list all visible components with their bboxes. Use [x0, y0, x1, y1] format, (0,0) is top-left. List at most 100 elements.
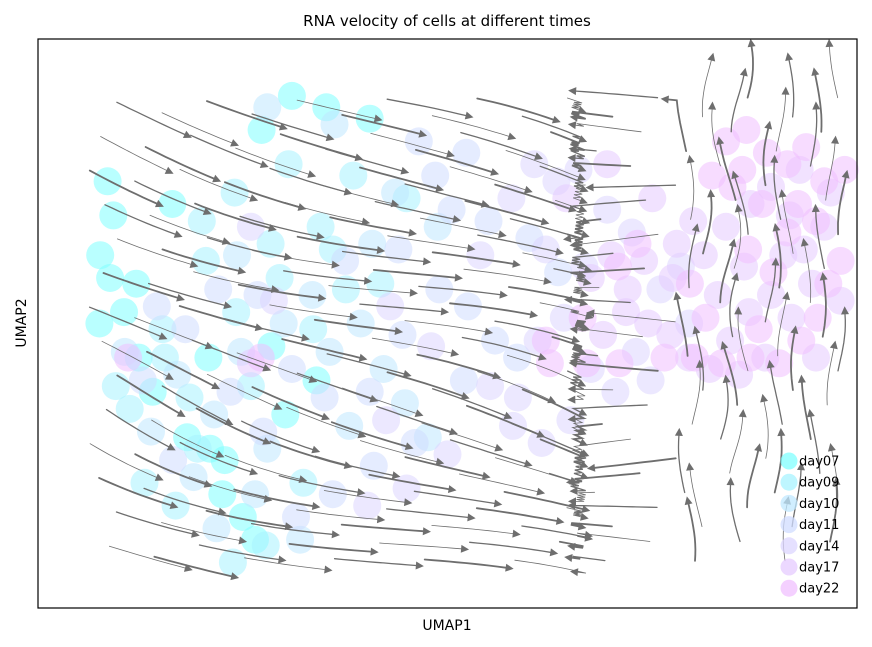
streamline-arrowhead-184 — [674, 427, 683, 437]
point-day22-8 — [748, 190, 776, 218]
streamline-arrowhead-49 — [301, 333, 310, 342]
legend-marker-day11 — [780, 516, 798, 534]
streamline-229 — [837, 313, 846, 372]
streamline-75 — [342, 387, 417, 414]
point-day14-24 — [499, 411, 527, 440]
streamline-107 — [431, 251, 514, 265]
streamline-arrowhead-56 — [370, 547, 379, 556]
streamline-arrowhead-97 — [464, 111, 474, 120]
streamline-arrowhead-122 — [540, 217, 550, 226]
streamline-arrowhead-140 — [567, 542, 576, 551]
point-day11-27 — [159, 446, 188, 475]
streamline-64 — [283, 270, 365, 282]
streamline-arrowhead-108 — [498, 230, 507, 239]
streamline-175 — [572, 298, 631, 304]
streamline-237 — [829, 46, 839, 99]
point-day09-1 — [175, 383, 204, 412]
streamline-54 — [235, 147, 309, 175]
streamline-arrowhead-52 — [316, 232, 325, 240]
streamline-206 — [719, 143, 737, 201]
point-day22-21 — [572, 349, 601, 378]
streamline-132 — [507, 354, 580, 384]
streamline-arrowhead-196 — [726, 477, 735, 486]
point-day09-13 — [183, 434, 212, 463]
streamline-57 — [296, 509, 378, 520]
point-day22-13 — [803, 303, 832, 332]
streamline-arrowhead-31 — [249, 467, 259, 476]
streamline-arrowhead-198 — [738, 409, 747, 418]
streamline-arrowhead-133 — [571, 335, 581, 344]
streamline-53 — [224, 181, 300, 208]
streamline-74 — [330, 421, 407, 448]
point-day22-3 — [773, 150, 802, 179]
streamline-16 — [143, 487, 220, 513]
point-day09-11 — [148, 315, 177, 344]
streamline-77 — [313, 318, 396, 332]
streamline-83 — [341, 114, 421, 135]
point-day09-18 — [339, 161, 368, 190]
streamline-arrowhead-197 — [754, 443, 762, 452]
streamline-112 — [469, 541, 551, 553]
streamline-arrowhead-80 — [408, 228, 417, 237]
streamline-224 — [829, 484, 838, 543]
streamline-207 — [711, 109, 721, 167]
point-day10-19 — [253, 93, 282, 122]
streamline-47 — [251, 386, 324, 418]
point-day17-12 — [662, 229, 691, 258]
streamline-arrowhead-204 — [734, 203, 743, 213]
streamline-211 — [791, 469, 802, 528]
streamline-228 — [826, 348, 835, 406]
point-day17-9 — [777, 303, 806, 332]
streamline-arrowhead-171 — [578, 449, 588, 458]
streamline-arrowhead-211 — [797, 462, 805, 471]
point-day10-13 — [179, 463, 208, 492]
point-day14-1 — [503, 383, 532, 412]
streamline-arrowhead-79 — [422, 257, 432, 266]
streamline-34 — [191, 339, 265, 369]
streamline-122 — [464, 200, 543, 223]
streamline-arrowhead-138 — [576, 173, 586, 181]
streamline-arrowhead-62 — [358, 353, 368, 362]
streamline-arrowhead-95 — [435, 184, 445, 193]
streamline-2 — [98, 477, 172, 507]
streamline-arrowhead-220 — [770, 154, 779, 163]
streamline-arrowhead-126 — [569, 568, 579, 577]
point-day11-11 — [503, 343, 532, 372]
streamline-190 — [688, 230, 697, 289]
streamline-arrowhead-50 — [317, 293, 327, 302]
point-day22-17 — [707, 349, 736, 378]
point-day09-21 — [274, 150, 303, 179]
streamline-33 — [206, 373, 276, 407]
streamline-115 — [449, 439, 526, 465]
point-day11-1 — [171, 315, 200, 344]
streamline-191 — [702, 196, 713, 255]
point-day11-14 — [318, 480, 347, 509]
streamline-73 — [314, 455, 394, 476]
streamline-arrowhead-100 — [493, 499, 503, 508]
streamline-arrowhead-64 — [363, 276, 373, 285]
streamline-arrowhead-83 — [418, 129, 428, 138]
streamline-arrowhead-193 — [585, 183, 594, 192]
streamline-20 — [146, 350, 214, 387]
point-day17-13 — [689, 241, 718, 270]
streamline-165 — [572, 184, 586, 201]
streamline-arrowhead-77 — [394, 327, 404, 335]
streamline-204 — [733, 211, 742, 269]
point-day10-2 — [163, 360, 192, 389]
streamline-arrowhead-74 — [404, 442, 414, 451]
streamline-arrowhead-124 — [534, 152, 543, 160]
streamline-11 — [88, 169, 158, 205]
streamline-92 — [372, 269, 456, 279]
streamline-30 — [188, 476, 265, 500]
point-day09-3 — [299, 315, 328, 344]
streamline-80 — [329, 216, 410, 234]
point-day11-8 — [425, 275, 454, 304]
point-day10-1 — [137, 417, 165, 446]
streamline-arrowhead-98 — [505, 563, 514, 572]
streamline-125 — [476, 97, 555, 121]
streamline-arrowhead-105 — [484, 327, 494, 336]
streamline-150 — [555, 200, 585, 222]
streamline-79 — [341, 250, 424, 263]
streamline-81 — [314, 182, 392, 204]
streamline-50 — [237, 283, 320, 299]
